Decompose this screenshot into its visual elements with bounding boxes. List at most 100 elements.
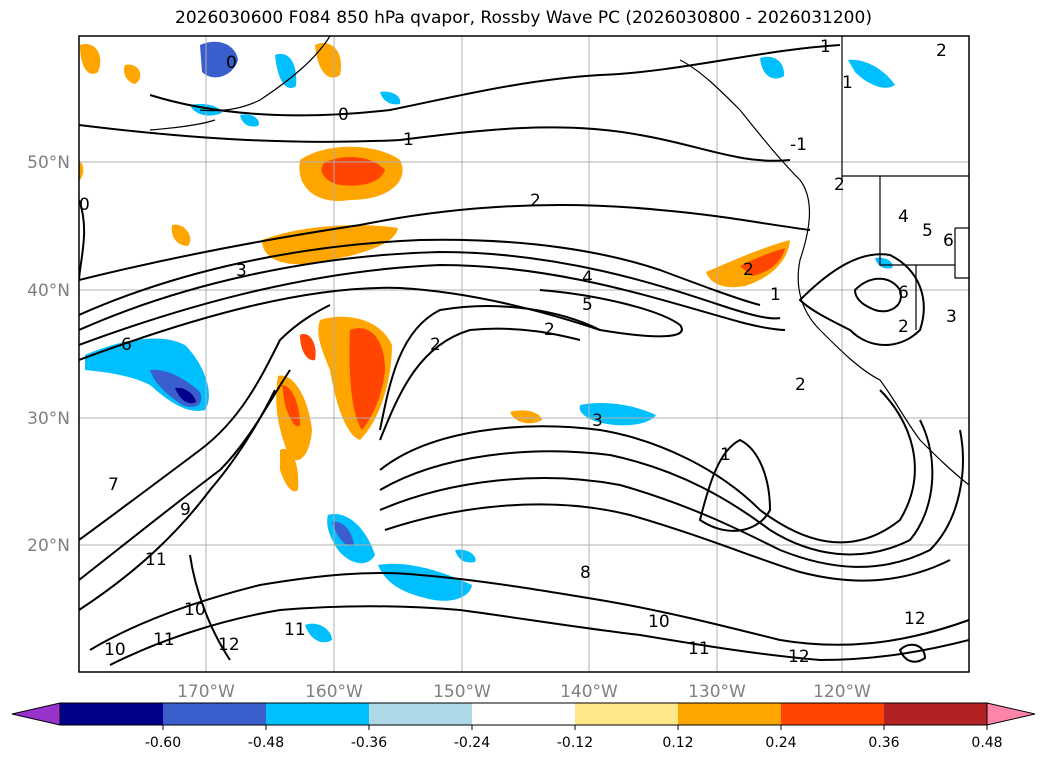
contour-label: 11 (145, 550, 167, 570)
longitude-label: 140°W (560, 682, 618, 702)
positive-anomaly-patch (315, 43, 341, 78)
colorbar-segment (163, 703, 267, 725)
colorbar-tick-label: 0.12 (662, 735, 693, 751)
colorbar-segment (266, 703, 370, 725)
colorbar-tick-label: -0.60 (145, 735, 181, 751)
contour-label: 5 (922, 221, 933, 241)
contour-label: 1 (842, 73, 853, 93)
colorbar: -0.60 -0.48 -0.36 -0.24 -0.12 0.12 0.24 0.36 0.4… (11, 702, 1036, 751)
negative-anomaly-patch (875, 257, 893, 269)
colorbar-tick-label: 0.24 (765, 735, 796, 751)
contour-label: 12 (788, 647, 810, 667)
positive-anomaly-patch (510, 410, 542, 424)
positive-anomaly-patch (740, 248, 785, 276)
latitude-labels: 50°N 40°N 30°N 20°N (27, 153, 70, 556)
contour-label: 2 (544, 320, 555, 340)
negative-anomaly-patch (200, 41, 238, 78)
colorbar-tick-label: 0.36 (868, 735, 899, 751)
longitude-label: 160°W (305, 682, 363, 702)
latitude-label: 30°N (27, 409, 70, 429)
map-title: 2026030600 F084 850 hPa qvapor, Rossby W… (175, 8, 872, 28)
positive-anomaly-patch (79, 161, 84, 181)
contour-label: 10 (104, 640, 126, 660)
negative-anomaly-patch (455, 549, 476, 563)
contour-label: 3 (592, 411, 603, 431)
latitude-label: 50°N (27, 153, 70, 173)
contour-label: 2 (743, 260, 754, 280)
graticule (79, 36, 969, 672)
contour-label: 10 (648, 612, 670, 632)
colorbar-segment (781, 703, 885, 725)
positive-anomaly-patch (280, 449, 299, 492)
positive-anomaly-patch (124, 64, 141, 84)
longitude-label: 120°W (813, 682, 871, 702)
negative-anomaly-patch (332, 521, 354, 546)
contour-label: 2 (834, 175, 845, 195)
longitude-label: 130°W (688, 682, 746, 702)
contour-label: 1 (403, 130, 414, 150)
shading-layer (79, 41, 895, 643)
contour-label: -1 (790, 135, 807, 155)
positive-anomaly-patch (282, 385, 300, 427)
contour-label: 4 (898, 207, 909, 227)
positive-anomaly-patch (321, 156, 385, 186)
longitude-label: 170°W (177, 682, 235, 702)
map-frame (78, 35, 970, 673)
contour-label: 1 (820, 37, 831, 57)
contour-label: 6 (898, 283, 909, 303)
contour-label: 10 (184, 600, 206, 620)
negative-anomaly-patch (760, 56, 785, 79)
positive-anomaly-patch (300, 334, 316, 361)
longitude-labels: 170°W 160°W 150°W 140°W 130°W 120°W (177, 682, 871, 702)
contour-label: 5 (582, 295, 593, 315)
colorbar-segment (60, 703, 164, 725)
negative-anomaly-patch (305, 623, 332, 643)
longitude-label: 150°W (433, 682, 491, 702)
colorbar-extend-low (12, 703, 60, 725)
contour-label: 11 (688, 639, 710, 659)
positive-anomaly-patch (349, 328, 385, 430)
colorbar-segment (575, 703, 679, 725)
contour-label: 0 (226, 53, 237, 73)
positive-anomaly-patch (262, 225, 398, 265)
contour-label: 6 (121, 335, 132, 355)
contour-label: 2 (898, 317, 909, 337)
contour-label: 1 (720, 445, 731, 465)
colorbar-segment (472, 703, 576, 725)
colorbar-outline-left (11, 702, 61, 726)
contour-label: 11 (153, 630, 175, 650)
contour-label: 6 (943, 231, 954, 251)
colorbar-tick-label: -0.12 (557, 735, 593, 751)
latitude-label: 20°N (27, 536, 70, 556)
contour-label: 8 (580, 563, 591, 583)
contour-label: 9 (180, 500, 191, 520)
colorbar-tick-label: -0.48 (248, 735, 284, 751)
contour-labels: 0 1 0 1 2 3 4 5 2 2 6 7 9 11 10 11 12 10… (79, 37, 957, 667)
contour-lines (79, 44, 969, 666)
negative-anomaly-patch (175, 387, 196, 404)
contour-label: 7 (108, 475, 119, 495)
negative-anomaly-patch (240, 114, 259, 127)
contour-label: 1 (770, 285, 781, 305)
negative-anomaly-patch (579, 403, 656, 426)
colorbar-segment (369, 703, 473, 725)
latitude-label: 40°N (27, 281, 70, 301)
negative-anomaly-patch (378, 563, 472, 601)
contour-label: 2 (430, 335, 441, 355)
colorbar-segment (884, 703, 988, 725)
contour-label: 4 (582, 268, 593, 288)
negative-anomaly-patch (380, 91, 401, 105)
contour-label: 2 (530, 191, 541, 211)
negative-anomaly-patch (275, 53, 297, 88)
contour-label: 3 (946, 307, 957, 327)
colorbar-tick-label: -0.36 (351, 735, 387, 751)
contour-label: 2 (936, 41, 947, 61)
contour-label: 2 (795, 375, 806, 395)
colorbar-tick-label: 0.48 (971, 735, 1002, 751)
contour-label: 0 (338, 105, 349, 125)
contour-label: 3 (236, 261, 247, 281)
positive-anomaly-patch (171, 224, 191, 246)
colorbar-tick-label: -0.24 (454, 735, 490, 751)
colorbar-extend-high (987, 703, 1035, 725)
